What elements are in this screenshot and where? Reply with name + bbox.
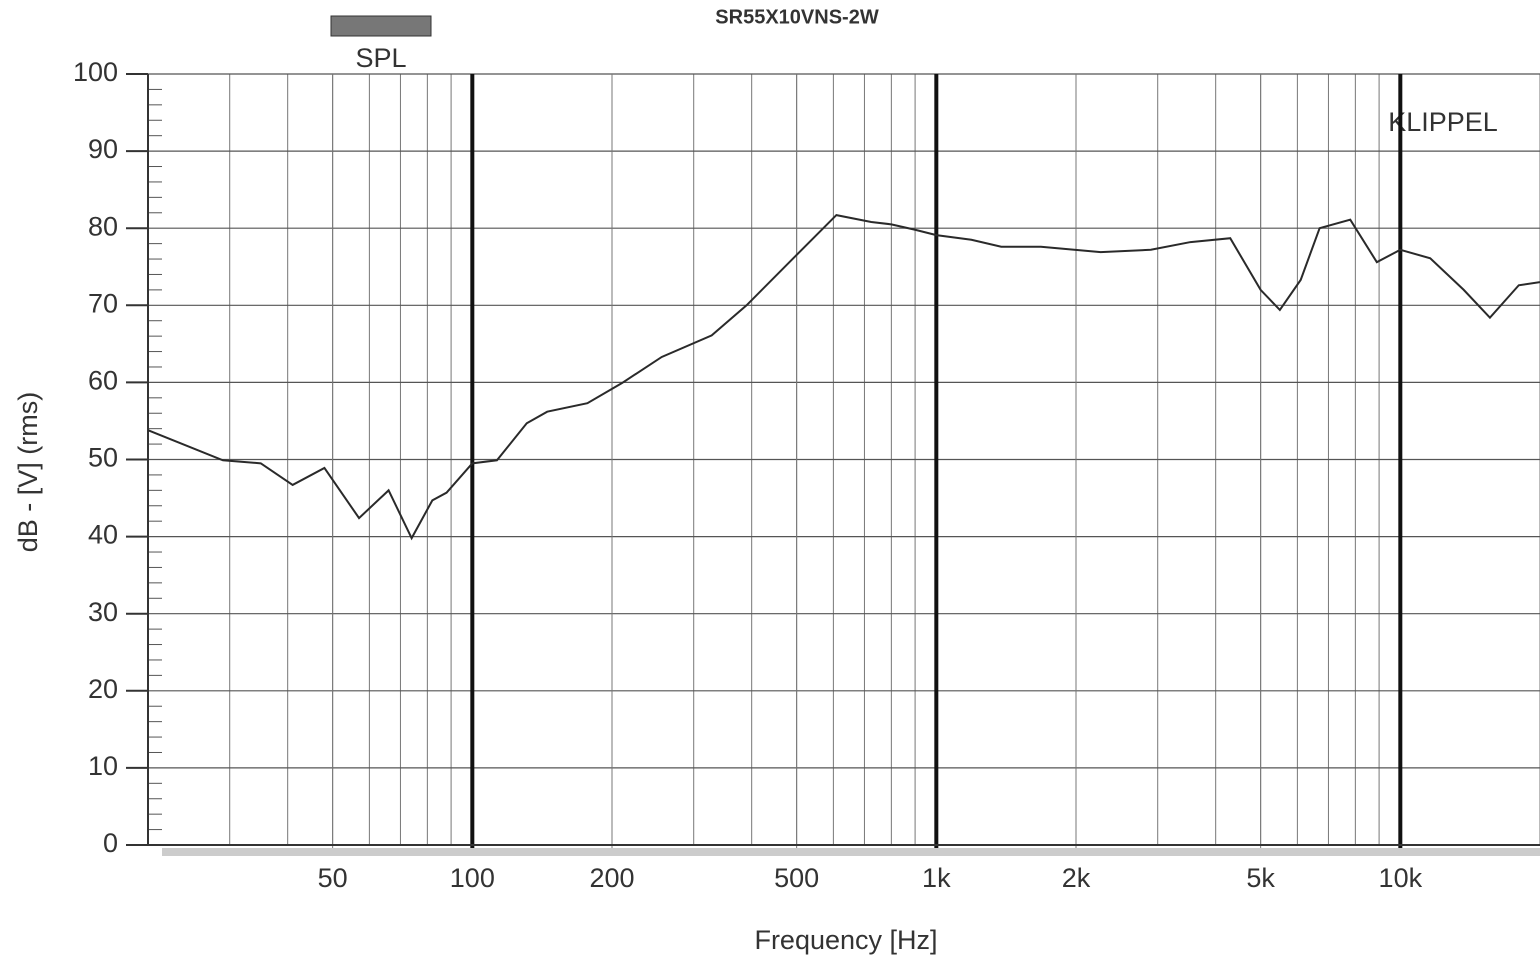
- y-tick-label: 60: [88, 366, 118, 396]
- chart-title: SR55X10VNS-2W: [715, 6, 879, 28]
- x-tick-label: 2k: [1062, 863, 1091, 893]
- legend-swatch: [330, 15, 432, 37]
- x-tick-label: 500: [774, 863, 819, 893]
- y-tick-label: 90: [88, 134, 118, 164]
- y-tick-label: 70: [88, 288, 118, 318]
- x-tick-label: 1k: [922, 863, 951, 893]
- y-tick-label: 10: [88, 751, 118, 781]
- y-tick-label: 30: [88, 597, 118, 627]
- y-tick-label: 40: [88, 520, 118, 550]
- x-tick-label: 5k: [1246, 863, 1275, 893]
- axis-band: [162, 848, 1540, 856]
- y-tick-label: 0: [103, 828, 118, 858]
- y-tick-label: 100: [73, 57, 118, 87]
- y-tick-label: 80: [88, 211, 118, 241]
- legend-label: SPL: [355, 43, 406, 73]
- x-tick-label: 10k: [1379, 863, 1423, 893]
- annotation: KLIPPEL: [1388, 107, 1498, 137]
- x-tick-label: 100: [450, 863, 495, 893]
- data-line: [147, 214, 1540, 541]
- x-axis-label: Frequency [Hz]: [754, 925, 937, 955]
- y-axis-label: dB - [V] (rms): [13, 392, 43, 553]
- x-tick-label: 50: [318, 863, 348, 893]
- x-tick-label: 200: [589, 863, 634, 893]
- y-tick-label: 50: [88, 443, 118, 473]
- y-tick-label: 20: [88, 674, 118, 704]
